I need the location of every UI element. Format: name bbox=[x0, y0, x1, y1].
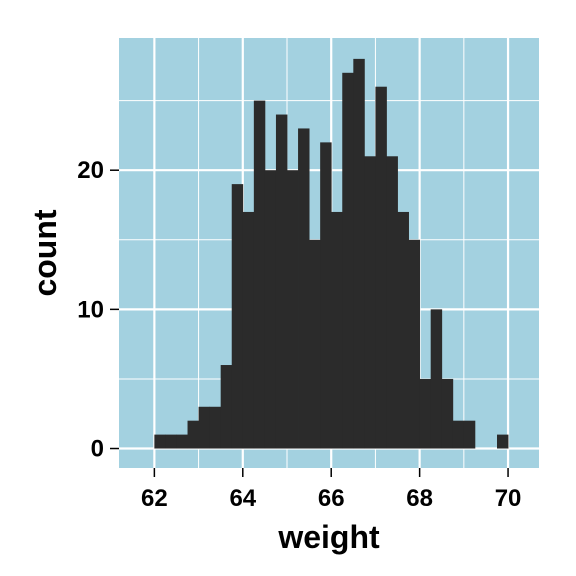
histogram-bar bbox=[298, 128, 310, 449]
histogram-bar bbox=[331, 211, 343, 449]
histogram-bar bbox=[209, 406, 222, 449]
x-tick-label: 64 bbox=[229, 485, 256, 512]
histogram-bar bbox=[497, 434, 509, 449]
x-tick-label: 66 bbox=[318, 485, 345, 512]
histogram-bar bbox=[242, 211, 255, 449]
histogram-bar bbox=[309, 239, 321, 449]
histogram-bar bbox=[397, 211, 409, 449]
y-axis-ticks: 0 10 20 bbox=[77, 157, 119, 463]
y-axis-title: count bbox=[27, 209, 63, 296]
histogram-bar bbox=[386, 156, 398, 449]
histogram-bar bbox=[154, 434, 166, 449]
x-tick-label: 68 bbox=[406, 485, 433, 512]
y-tick-label: 10 bbox=[77, 296, 104, 323]
histogram-bar bbox=[430, 309, 443, 449]
histogram-bar bbox=[353, 58, 365, 449]
histogram-bar bbox=[463, 420, 476, 449]
histogram-bar bbox=[441, 378, 454, 449]
y-tick-label: 0 bbox=[91, 436, 104, 463]
x-tick-label: 62 bbox=[141, 485, 168, 512]
histogram-bar bbox=[375, 86, 387, 449]
histogram-bar bbox=[364, 156, 376, 449]
histogram-bars bbox=[154, 58, 509, 449]
x-axis-ticks: 62 64 66 68 70 bbox=[141, 468, 521, 512]
histogram-bar bbox=[342, 72, 354, 449]
histogram-bar bbox=[253, 100, 266, 449]
histogram-bar bbox=[452, 420, 465, 449]
histogram-bar bbox=[198, 406, 211, 449]
histogram-bar bbox=[408, 239, 421, 449]
histogram-bar bbox=[187, 420, 199, 449]
histogram-bar bbox=[231, 184, 244, 449]
histogram-bar bbox=[220, 365, 233, 449]
histogram-bar bbox=[320, 142, 332, 449]
histogram-bar bbox=[287, 170, 299, 449]
histogram-bar bbox=[264, 170, 277, 449]
histogram-bar bbox=[165, 434, 177, 449]
histogram-bar bbox=[176, 434, 188, 449]
x-tick-label: 70 bbox=[495, 485, 522, 512]
x-axis-title: weight bbox=[277, 519, 380, 555]
histogram-bar bbox=[275, 114, 288, 449]
histogram-bar bbox=[419, 378, 432, 449]
y-tick-label: 20 bbox=[77, 157, 104, 184]
